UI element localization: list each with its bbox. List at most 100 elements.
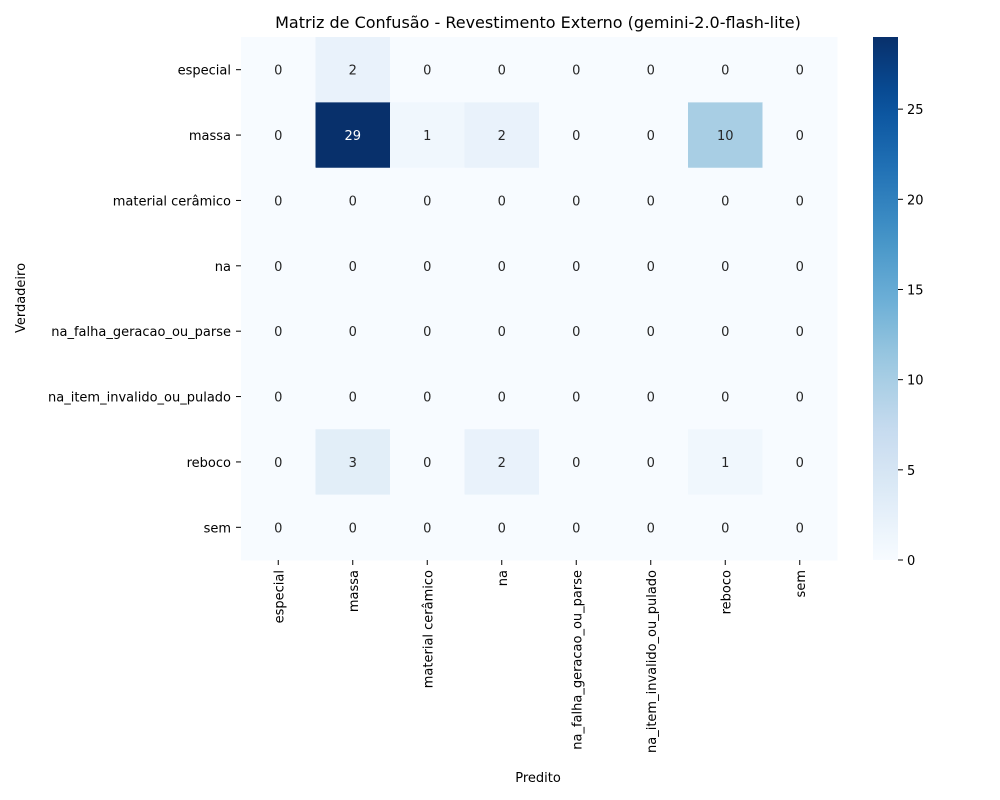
cell-value: 2 (498, 129, 506, 144)
cell-value: 0 (274, 521, 282, 536)
heatmap-cell (539, 102, 614, 169)
cell-value: 0 (647, 64, 655, 79)
heatmap-cell (613, 37, 689, 103)
cell-value: 10 (717, 129, 734, 144)
y-tick-label: na_falha_geracao_ou_parse (51, 325, 231, 340)
heatmap-cell (390, 37, 465, 103)
cell-value: 0 (274, 260, 282, 275)
cell-value: 0 (274, 325, 282, 340)
cell-value: 0 (647, 194, 655, 209)
x-tick-label: na_item_invalido_ou_pulado (645, 570, 660, 753)
cell-value: 0 (498, 391, 506, 406)
heatmap-cell (539, 233, 614, 299)
heatmap-cell (762, 233, 838, 299)
heatmap-cell (464, 298, 540, 365)
heatmap-cell (613, 167, 689, 234)
cell-value: 0 (572, 521, 580, 536)
cell-value: 29 (344, 129, 361, 144)
heatmap-cell (315, 494, 391, 561)
cell-value: 2 (498, 456, 506, 471)
cell-value: 0 (498, 64, 506, 79)
cell-value: 0 (572, 325, 580, 340)
heatmap-cells (241, 37, 838, 561)
heatmap-cell (241, 167, 316, 234)
heatmap-cell (613, 233, 689, 299)
cell-value: 0 (647, 456, 655, 471)
heatmap-cell (539, 167, 614, 234)
x-axis-ticks: especial massa material cerâmico na na_falha… (272, 560, 809, 753)
heatmap-cell (613, 298, 689, 365)
heatmap-cell (315, 298, 391, 365)
cell-value: 1 (423, 129, 431, 144)
heatmap-cell (539, 37, 614, 103)
heatmap-cell (539, 494, 614, 561)
cell-value: 0 (796, 194, 804, 209)
heatmap-cell (688, 429, 763, 496)
heatmap-cell (315, 167, 391, 234)
colorbar-tick-label: 10 (907, 374, 924, 389)
heatmap-cell (464, 429, 540, 496)
cell-value: 0 (423, 456, 431, 471)
x-tick-label: na (496, 570, 511, 586)
heatmap-cell (613, 363, 689, 430)
heatmap-cell (390, 298, 465, 365)
x-tick-label: reboco (719, 570, 734, 614)
x-tick-label: na_falha_geracao_ou_parse (570, 570, 585, 750)
cell-value: 0 (572, 456, 580, 471)
heatmap-cell (762, 363, 838, 430)
cell-value: 0 (721, 260, 729, 275)
heatmap-cell (688, 298, 763, 365)
x-axis-label: Predito (515, 771, 561, 786)
cell-value: 0 (572, 64, 580, 79)
cell-value: 0 (572, 391, 580, 406)
cell-value: 0 (647, 129, 655, 144)
cell-value: 0 (572, 129, 580, 144)
cell-value: 0 (498, 325, 506, 340)
heatmap-cell (464, 363, 540, 430)
y-axis-label: Verdadeiro (14, 263, 29, 333)
cell-value: 0 (796, 260, 804, 275)
cell-value: 0 (796, 64, 804, 79)
cell-value: 0 (796, 325, 804, 340)
heatmap-cell (688, 37, 763, 103)
cell-value: 0 (721, 64, 729, 79)
heatmap-cell (390, 167, 465, 234)
heatmap-cell (613, 429, 689, 496)
cell-value: 0 (647, 325, 655, 340)
cell-value: 0 (721, 194, 729, 209)
cell-value: 0 (647, 260, 655, 275)
cell-value: 2 (349, 64, 357, 79)
cell-value: 0 (572, 194, 580, 209)
heatmap-cell (762, 37, 838, 103)
heatmap-cell (688, 102, 763, 169)
heatmap-cell (241, 494, 316, 561)
heatmap-cell (539, 363, 614, 430)
cell-value: 0 (423, 391, 431, 406)
heatmap-cell (390, 102, 465, 169)
cell-value: 0 (423, 194, 431, 209)
cell-value: 0 (721, 521, 729, 536)
y-tick-label: na (215, 260, 231, 275)
heatmap-cell (464, 494, 540, 561)
cell-value: 0 (349, 325, 357, 340)
cell-value: 0 (274, 64, 282, 79)
cell-value: 0 (349, 260, 357, 275)
heatmap-cell (613, 494, 689, 561)
y-tick-label: material cerâmico (113, 194, 231, 209)
colorbar-tick-label: 25 (907, 103, 924, 118)
heatmap-cell (241, 102, 316, 169)
cell-value: 0 (796, 521, 804, 536)
colorbar-tick-label: 15 (907, 283, 924, 298)
x-tick-label: massa (347, 570, 362, 612)
heatmap-cell (315, 429, 391, 496)
heatmap-cell (762, 167, 838, 234)
cell-value: 0 (349, 521, 357, 536)
y-tick-label: especial (178, 64, 231, 79)
heatmap-cell (762, 494, 838, 561)
cell-value: 1 (721, 456, 729, 471)
cell-value: 0 (572, 260, 580, 275)
cell-value: 0 (796, 456, 804, 471)
heatmap-cell (315, 233, 391, 299)
cell-value: 0 (498, 194, 506, 209)
